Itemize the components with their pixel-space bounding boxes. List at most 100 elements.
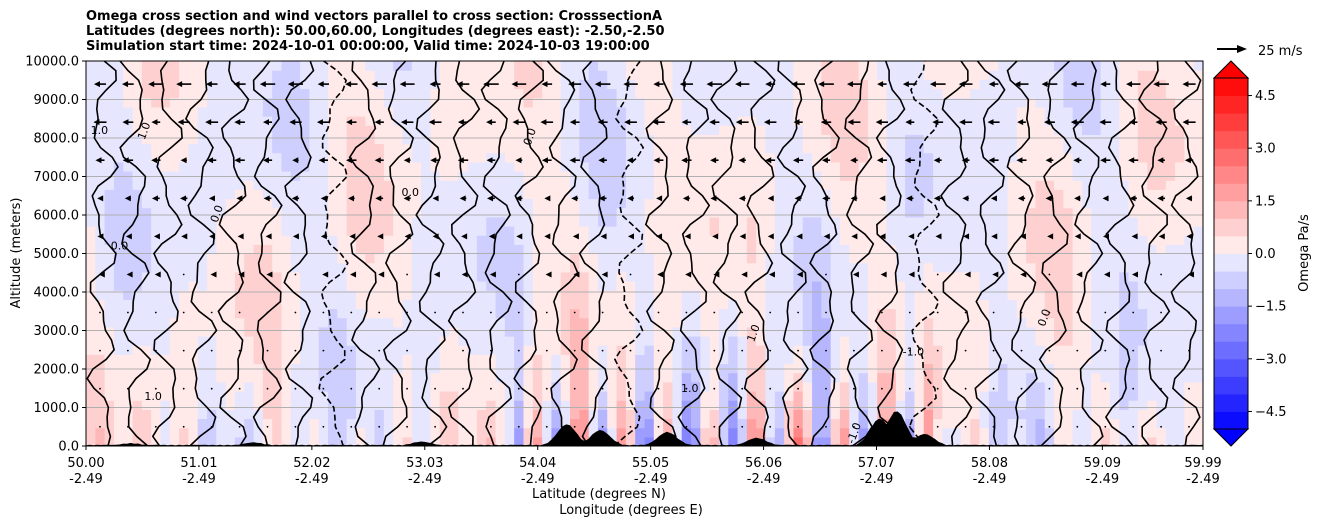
omega-cell xyxy=(476,97,487,108)
omega-cell xyxy=(318,216,329,227)
omega-cell xyxy=(802,79,813,90)
omega-cell xyxy=(1035,198,1046,209)
omega-cell xyxy=(169,116,180,126)
omega-cell xyxy=(1091,271,1102,282)
omega-cell xyxy=(383,253,394,264)
omega-cell xyxy=(998,317,1009,328)
omega-cell xyxy=(1109,88,1120,99)
omega-cell xyxy=(579,143,590,154)
omega-cell xyxy=(970,326,981,337)
omega-cell xyxy=(402,207,413,218)
omega-cell xyxy=(262,436,273,446)
omega-cell xyxy=(337,381,348,392)
omega-cell xyxy=(1044,189,1055,200)
omega-cell xyxy=(290,70,301,80)
omega-cell xyxy=(718,381,729,392)
omega-cell xyxy=(672,308,683,319)
omega-cell xyxy=(774,106,785,117)
omega-cell xyxy=(793,70,804,80)
omega-cell xyxy=(728,189,739,200)
omega-cell xyxy=(700,253,711,264)
omega-cell xyxy=(476,299,487,310)
omega-cell xyxy=(951,436,962,446)
omega-cell xyxy=(179,97,189,108)
omega-cell xyxy=(728,216,739,227)
omega-cell xyxy=(514,308,525,319)
omega-cell xyxy=(970,88,981,99)
omega-cell xyxy=(86,244,96,255)
omega-cell xyxy=(309,308,320,319)
omega-cell xyxy=(86,345,96,355)
omega-cell xyxy=(1007,409,1018,420)
omega-cell xyxy=(625,189,636,200)
omega-cell xyxy=(644,391,655,401)
omega-cell xyxy=(588,427,599,438)
omega-cell xyxy=(467,381,478,392)
omega-cell xyxy=(905,271,916,282)
omega-cell xyxy=(244,436,255,446)
omega-cell xyxy=(467,61,478,71)
omega-cell xyxy=(430,161,441,172)
omega-cell xyxy=(830,161,841,172)
omega-cell xyxy=(532,70,543,80)
omega-cell xyxy=(1044,336,1055,346)
omega-cell xyxy=(970,336,981,346)
omega-cell xyxy=(812,226,822,236)
omega-cell xyxy=(542,207,553,218)
omega-cell xyxy=(1137,299,1148,310)
omega-cell xyxy=(821,189,832,200)
omega-cell xyxy=(551,61,562,71)
omega-cell xyxy=(905,253,916,264)
omega-cell xyxy=(728,372,739,383)
omega-cell xyxy=(551,391,562,401)
omega-cell xyxy=(877,88,888,99)
omega-cell xyxy=(458,326,469,337)
omega-cell xyxy=(514,125,525,135)
omega-cell xyxy=(886,143,897,154)
omega-cell xyxy=(960,308,971,319)
omega-cell xyxy=(895,106,906,117)
omega-cell xyxy=(672,216,683,227)
omega-cell xyxy=(86,88,96,99)
omega-cell xyxy=(718,143,729,154)
omega-cell xyxy=(281,244,292,255)
omega-cell xyxy=(132,226,143,236)
omega-cell xyxy=(1175,180,1185,190)
omega-cell xyxy=(802,317,813,328)
omega-cell xyxy=(151,409,162,420)
omega-cell xyxy=(672,125,683,135)
omega-cell xyxy=(653,216,664,227)
omega-cell xyxy=(756,116,767,126)
omega-cell xyxy=(504,125,515,135)
omega-cell xyxy=(970,308,981,319)
omega-cell xyxy=(960,143,971,154)
omega-cell xyxy=(523,244,534,255)
omega-cell xyxy=(616,61,627,71)
omega-cell xyxy=(532,97,543,108)
omega-cell xyxy=(495,226,506,236)
omega-cell xyxy=(1026,308,1037,319)
omega-cell xyxy=(86,189,96,200)
omega-cell xyxy=(300,79,310,90)
omega-cell xyxy=(225,372,236,383)
omega-cell xyxy=(272,372,283,383)
omega-cell xyxy=(923,106,934,117)
omega-cell xyxy=(504,106,515,117)
omega-cell xyxy=(1007,70,1018,80)
omega-cell xyxy=(681,381,692,392)
omega-cell xyxy=(495,253,506,264)
omega-cell xyxy=(234,161,245,172)
omega-cell xyxy=(532,418,543,429)
omega-cell xyxy=(718,308,729,319)
omega-cell xyxy=(216,198,227,209)
omega-cell xyxy=(1147,427,1158,438)
omega-cell xyxy=(281,125,292,135)
omega-cell xyxy=(728,381,739,392)
omega-cell xyxy=(625,299,636,310)
omega-cell xyxy=(970,281,981,291)
omega-cell xyxy=(1165,171,1176,181)
omega-cell xyxy=(923,61,934,71)
omega-cell xyxy=(728,97,739,108)
omega-cell xyxy=(1035,61,1046,71)
omega-cell xyxy=(1184,116,1195,126)
